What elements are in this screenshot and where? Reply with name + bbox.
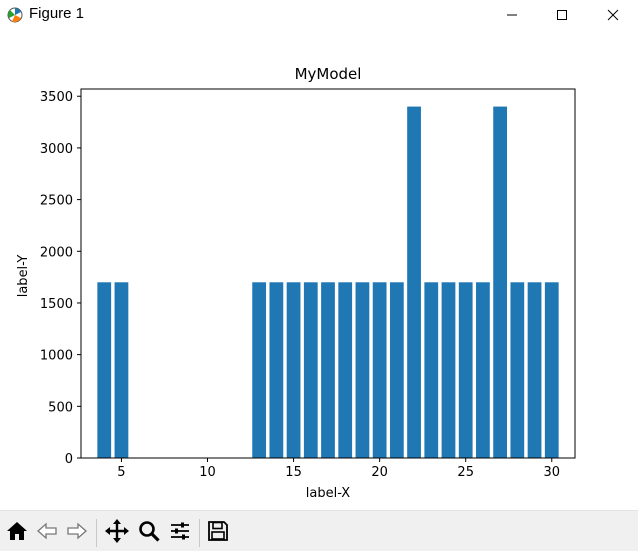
x-tick-label: 30 bbox=[543, 465, 560, 480]
zoom-button[interactable] bbox=[135, 519, 163, 547]
window-titlebar: Figure 1 bbox=[0, 0, 638, 30]
y-tick-label: 0 bbox=[65, 452, 73, 467]
bar bbox=[441, 282, 456, 458]
bar bbox=[389, 282, 404, 458]
close-icon bbox=[607, 9, 619, 21]
x-tick-label: 15 bbox=[285, 465, 302, 480]
chart-title: MyModel bbox=[295, 65, 362, 83]
configure-subplots-icon bbox=[168, 519, 192, 547]
zoom-icon bbox=[137, 519, 161, 547]
bar bbox=[321, 282, 335, 458]
axes-frame bbox=[80, 88, 576, 459]
y-tick-label: 3500 bbox=[40, 90, 73, 105]
toolbar-separator bbox=[96, 519, 97, 547]
x-tick-label: 10 bbox=[199, 465, 216, 480]
pan-button[interactable] bbox=[103, 519, 131, 547]
maximize-button[interactable] bbox=[539, 0, 585, 30]
y-tick-label: 500 bbox=[48, 400, 73, 415]
bar bbox=[407, 106, 421, 459]
forward-button[interactable] bbox=[63, 519, 91, 547]
save-button[interactable] bbox=[204, 519, 232, 547]
bar bbox=[458, 282, 473, 458]
bar bbox=[544, 282, 559, 458]
minimize-icon bbox=[506, 9, 518, 21]
close-button[interactable] bbox=[590, 0, 636, 30]
minimize-button[interactable] bbox=[489, 0, 535, 30]
y-tick-label: 1500 bbox=[40, 297, 73, 312]
bar bbox=[510, 282, 525, 458]
home-button[interactable] bbox=[3, 519, 31, 547]
x-axis-ticks: 5 10 15 20 25 30 bbox=[117, 458, 560, 480]
bar bbox=[338, 282, 353, 458]
save-icon bbox=[206, 519, 230, 547]
y-axis-ticks: 0 500 1000 1500 2000 2500 3000 3500 bbox=[40, 90, 81, 467]
bar bbox=[476, 282, 490, 458]
bar bbox=[114, 282, 129, 458]
home-icon bbox=[5, 519, 29, 547]
forward-icon bbox=[65, 519, 89, 547]
figure-app-icon bbox=[6, 6, 24, 24]
bar bbox=[493, 106, 508, 459]
bar bbox=[252, 282, 267, 458]
bar bbox=[424, 282, 439, 458]
configure-subplots-button[interactable] bbox=[166, 519, 194, 547]
back-icon bbox=[35, 519, 59, 547]
x-tick-label: 20 bbox=[371, 465, 388, 480]
y-tick-label: 2500 bbox=[40, 194, 73, 209]
bar bbox=[355, 282, 370, 458]
navigation-toolbar bbox=[0, 510, 638, 551]
y-axis-label: label-Y bbox=[16, 255, 31, 298]
bar bbox=[372, 282, 387, 458]
bar bbox=[527, 282, 542, 458]
back-button[interactable] bbox=[33, 519, 61, 547]
y-tick-label: 3000 bbox=[40, 142, 73, 157]
bar bbox=[97, 282, 112, 458]
figure-canvas[interactable]: MyModel label-X label-Y 5 10 15 20 25 30 0 500… bbox=[0, 30, 638, 510]
bar bbox=[303, 282, 318, 458]
toolbar-separator bbox=[199, 519, 200, 547]
pan-icon bbox=[105, 519, 129, 547]
x-tick-label: 5 bbox=[117, 465, 125, 480]
bar-chart: MyModel label-X label-Y 5 10 15 20 25 30 0 500… bbox=[16, 65, 576, 501]
x-tick-label: 25 bbox=[457, 465, 474, 480]
y-tick-label: 1000 bbox=[40, 349, 73, 364]
x-axis-label: label-X bbox=[306, 486, 350, 501]
maximize-icon bbox=[556, 9, 568, 21]
window-title: Figure 1 bbox=[29, 5, 85, 22]
bar bbox=[269, 282, 284, 458]
bars-group bbox=[97, 106, 559, 459]
bar bbox=[286, 282, 301, 458]
y-tick-label: 2000 bbox=[40, 245, 73, 260]
